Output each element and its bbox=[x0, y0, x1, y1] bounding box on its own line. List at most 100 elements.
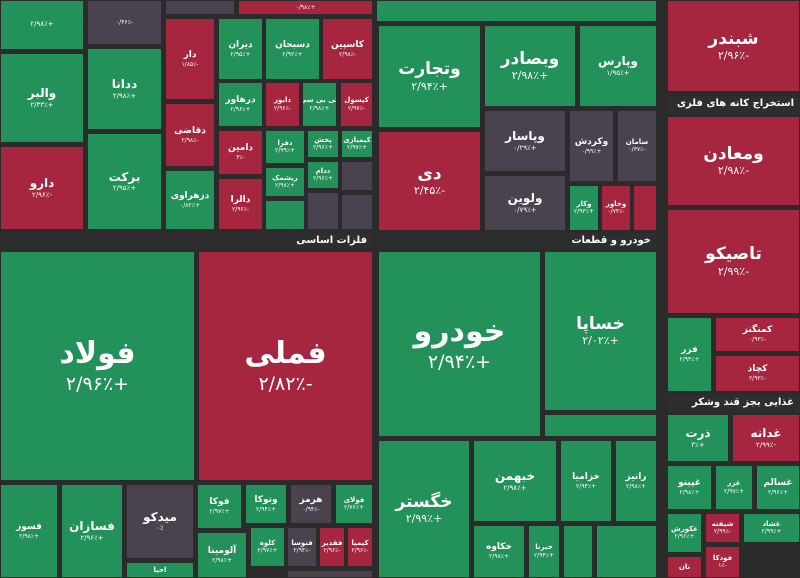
stock-tile: فسازان +۲/۹۶٪ bbox=[61, 484, 123, 578]
stock-name: فودکا bbox=[712, 553, 733, 562]
stock-change: -۲/۹۶٪ bbox=[717, 49, 750, 63]
stock-change: -۲/۹۶٪ bbox=[273, 104, 292, 112]
stock-tile: ذرت +۳٪ bbox=[667, 414, 729, 462]
stock-change: +۲/۹۵٪ bbox=[230, 50, 251, 58]
stock-change: +۲/۹۴٪ bbox=[256, 505, 276, 513]
stock-change: +۰/۷۹٪ bbox=[513, 205, 537, 214]
stock-name: وپاسار bbox=[505, 129, 545, 144]
stock-tile: فودکا -۱٪ bbox=[705, 546, 740, 578]
stock-name: سامان bbox=[625, 137, 649, 146]
stock-change: +۲/۹۸٪ bbox=[275, 182, 295, 190]
stock-tile: شیفته -۲/۹۹٪ bbox=[705, 513, 740, 543]
stock-tile: شبندر -۲/۹۶٪ bbox=[667, 0, 800, 92]
filler-tile bbox=[287, 570, 373, 578]
filler-tile bbox=[341, 194, 373, 230]
sector-header: غذایی بجز قند وشکر bbox=[667, 395, 800, 412]
stock-name: فولای bbox=[343, 495, 365, 504]
stock-name: کاسپین bbox=[331, 39, 364, 50]
stock-name: دارو bbox=[29, 176, 55, 191]
filler-tile bbox=[265, 200, 305, 230]
filler-tile bbox=[544, 414, 657, 437]
stock-tile: کلوه +۲/۹۷٪ bbox=[250, 527, 285, 567]
stock-name: وپارس bbox=[598, 54, 638, 69]
stock-tile: وبصادر +۲/۹۸٪ bbox=[484, 25, 576, 107]
stock-tile: پخش +۲/۹۶٪ bbox=[307, 130, 339, 158]
stock-tile: کی بی سی+۲/۹۸٪ bbox=[302, 82, 337, 127]
filler-tile bbox=[563, 525, 593, 578]
filler-tile bbox=[165, 0, 235, 15]
stock-name: کچاد bbox=[747, 364, 768, 375]
stock-name: غپینو bbox=[678, 478, 701, 489]
stock-name: آلومینا bbox=[207, 545, 237, 556]
stock-tile: دزهراوی +۰/۸۲٪ bbox=[165, 170, 215, 230]
stock-change: +۲/۹۴٪ bbox=[427, 350, 492, 373]
stock-tile: خبرنا +۲/۹۴٪ bbox=[528, 525, 560, 578]
stock-change: +۲/۹۷٪ bbox=[209, 508, 230, 515]
stock-change: +۰/۲۹٪ bbox=[513, 143, 537, 152]
stock-change: -۰/۹۳٪ bbox=[748, 336, 767, 343]
stock-change: +۰/۹۹٪ bbox=[581, 147, 602, 155]
stock-name: درهاور bbox=[225, 95, 256, 106]
stock-change: -۲/۹۶٪ bbox=[231, 205, 250, 213]
stock-name: دزهراوی bbox=[170, 190, 210, 201]
stock-tile: خساپا +۲/۰۲٪ bbox=[544, 251, 657, 411]
stock-change: +۲/۹۷٪ bbox=[347, 144, 367, 152]
sector-header: استخراج کانه های فلزی bbox=[667, 96, 800, 113]
stock-name: وتجارت bbox=[398, 59, 461, 80]
stock-tile: کیمیازی +۲/۹۷٪ bbox=[341, 130, 373, 158]
stock-change: -۲/۴۵٪ bbox=[413, 184, 446, 198]
stock-change: +۲/۹۴٪ bbox=[576, 482, 596, 490]
stock-name: ریشمک bbox=[272, 173, 298, 182]
sector-header: خودرو و قطعات bbox=[376, 233, 657, 249]
filler-tile bbox=[307, 192, 339, 230]
stock-change: -۰/۷۴٪ bbox=[607, 208, 625, 216]
stock-tile: فوکا +۲/۹۷٪ bbox=[197, 484, 242, 529]
stock-name: تاصیکو bbox=[705, 244, 762, 265]
stock-tile: کپسول -۲/۹۷٪ bbox=[340, 82, 373, 127]
stock-name: غسالم bbox=[763, 478, 793, 489]
stock-change: +۲/۳۳٪ bbox=[30, 100, 54, 109]
stock-change: -۲/۹۹٪ bbox=[713, 528, 732, 536]
stock-name: کلوه bbox=[259, 538, 276, 547]
stock-tile: خودرو +۲/۹۴٪ bbox=[378, 251, 541, 437]
stock-tile: کاسپین -۲/۹۸٪ bbox=[322, 18, 373, 80]
stock-change: +۲/۹۳٪ bbox=[574, 208, 594, 216]
stock-change: +۲/۹۸٪ bbox=[112, 91, 137, 100]
stock-change: -۲/۹۶٪ bbox=[32, 190, 52, 199]
stock-tile: فسوز +۲/۹۸٪ bbox=[0, 484, 58, 578]
stock-change: +۲/۹۸٪ bbox=[309, 104, 330, 112]
filler-tile bbox=[376, 0, 657, 22]
stock-tile: میدکو ۰٪ bbox=[126, 484, 194, 559]
stock-name: غکورش bbox=[671, 524, 698, 533]
stock-tile: غشاد +۲/۹۹٪ bbox=[743, 513, 800, 543]
stock-tile: دفرا +۲/۹۹٪ bbox=[265, 130, 305, 164]
stock-name: خگستر bbox=[395, 491, 453, 512]
stock-change: -۲/۹۹٪ bbox=[717, 264, 750, 278]
stock-change: +۲/۹۶٪ bbox=[313, 175, 333, 183]
stock-name: خکاوه bbox=[486, 542, 513, 553]
stock-change: +۳٪ bbox=[691, 440, 705, 449]
stock-change: -۲/۹۴٪ bbox=[293, 547, 311, 555]
stock-tile: ددانا +۲/۹۸٪ bbox=[87, 48, 162, 130]
stock-change: -۲/۹۹٪ bbox=[756, 440, 776, 449]
stock-tile: دابور -۲/۹۶٪ bbox=[265, 82, 300, 127]
stock-name: کیمیا bbox=[351, 538, 369, 547]
stock-name: خبرنا bbox=[535, 543, 553, 552]
sector-header: فلزات اساسی bbox=[0, 233, 373, 249]
stock-name: ولوین bbox=[507, 191, 543, 206]
stock-name: غزر bbox=[727, 479, 741, 488]
stock-change: -۲/۸۲٪ bbox=[258, 372, 313, 395]
stock-name: خساپا bbox=[576, 313, 625, 334]
stock-tile: فنوسا -۲/۹۴٪ bbox=[287, 527, 317, 567]
stock-tile: وکار +۲/۹۳٪ bbox=[569, 185, 599, 231]
stock-tile: فولای +۲/۷۶٪ bbox=[335, 484, 373, 524]
stock-name: کی بی سی bbox=[303, 96, 336, 105]
stock-name: کیمیازی bbox=[343, 135, 371, 144]
stock-tile: دی -۲/۴۵٪ bbox=[378, 131, 481, 231]
stock-change: +۱/۹۵٪ bbox=[606, 68, 630, 77]
stock-tile: دسبحان +۲/۹۲٪ bbox=[265, 18, 320, 80]
stock-tile: +۲/۹۸٪ bbox=[0, 0, 84, 50]
stock-tile: غزر +۲/۹۷٪ bbox=[715, 465, 753, 510]
stock-name: دقاضی bbox=[174, 125, 206, 136]
